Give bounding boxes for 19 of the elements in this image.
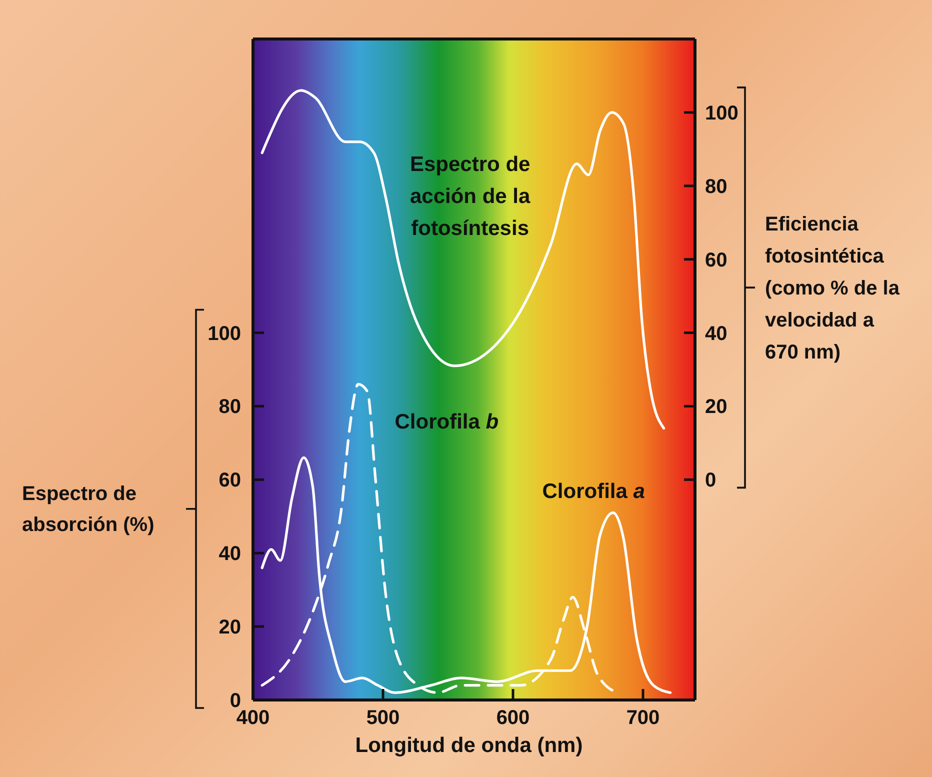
y-axis-title: Espectro de absorción (%) bbox=[22, 482, 154, 536]
series-label: Clorofila a bbox=[542, 480, 646, 504]
y2-axis-title: Eficiencia fotosintética (como % de la velocidad a 670 nm) bbox=[765, 214, 900, 364]
y2-tick-label: 40 bbox=[705, 322, 728, 345]
y2-tick-label: 20 bbox=[705, 396, 728, 418]
line-series bbox=[260, 89, 666, 430]
x-tick-label: 600 bbox=[496, 707, 530, 729]
y-tick-label: 40 bbox=[218, 543, 241, 566]
y2-tick-label: 100 bbox=[705, 102, 738, 124]
y-tick-label: 80 bbox=[218, 396, 241, 418]
y2-tick-label: 0 bbox=[705, 470, 716, 492]
y-tick-label: 100 bbox=[208, 322, 241, 345]
x-tick-label: 500 bbox=[366, 707, 400, 729]
y2-tick-label: 60 bbox=[705, 249, 728, 272]
x-tick-label: 700 bbox=[626, 707, 660, 729]
y2-tick-label: 80 bbox=[705, 176, 728, 198]
y-tick-label: 20 bbox=[218, 616, 241, 639]
x-axis-title: Longitud de onda (nm) bbox=[355, 734, 583, 757]
y-tick-label: 60 bbox=[218, 470, 241, 492]
